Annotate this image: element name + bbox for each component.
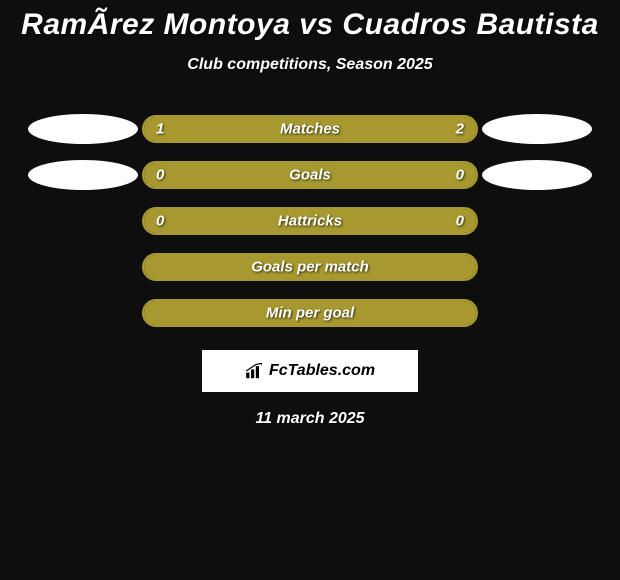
subtitle: Club competitions, Season 2025 (0, 56, 620, 74)
team-disc-left (28, 160, 138, 190)
comparison-row: 0 0 Hattricks (0, 198, 620, 244)
stat-value-right: 0 (456, 167, 464, 184)
stat-value-left: 0 (156, 167, 164, 184)
stat-bar: Min per goal (142, 299, 478, 327)
page-title: RamÃ­rez Montoya vs Cuadros Bautista (0, 0, 620, 42)
comparison-row: 0 0 Goals (0, 152, 620, 198)
stat-label: Goals per match (251, 259, 369, 276)
comparison-rows: 1 2 Matches 0 0 Goals 0 0 Hattricks Goals per mat… (0, 106, 620, 336)
comparison-row: Goals per match (0, 244, 620, 290)
stat-value-left: 1 (156, 121, 164, 138)
stat-label: Matches (280, 121, 340, 138)
stat-value-left: 0 (156, 213, 164, 230)
comparison-row: Min per goal (0, 290, 620, 336)
date-text: 11 march 2025 (0, 410, 620, 428)
brand-text: FcTables.com (269, 362, 375, 380)
stat-bar: 1 2 Matches (142, 115, 478, 143)
team-disc-right (482, 160, 592, 190)
stat-label: Hattricks (278, 213, 342, 230)
stat-value-right: 0 (456, 213, 464, 230)
stat-bar: 0 0 Hattricks (142, 207, 478, 235)
team-disc-left (28, 114, 138, 144)
team-disc-right (482, 114, 592, 144)
stat-label: Min per goal (266, 305, 354, 322)
chart-icon (245, 363, 265, 379)
brand-box: FcTables.com (202, 350, 418, 392)
stat-bar: 0 0 Goals (142, 161, 478, 189)
stat-label: Goals (289, 167, 331, 184)
stat-value-right: 2 (456, 121, 464, 138)
stat-bar: Goals per match (142, 253, 478, 281)
comparison-row: 1 2 Matches (0, 106, 620, 152)
